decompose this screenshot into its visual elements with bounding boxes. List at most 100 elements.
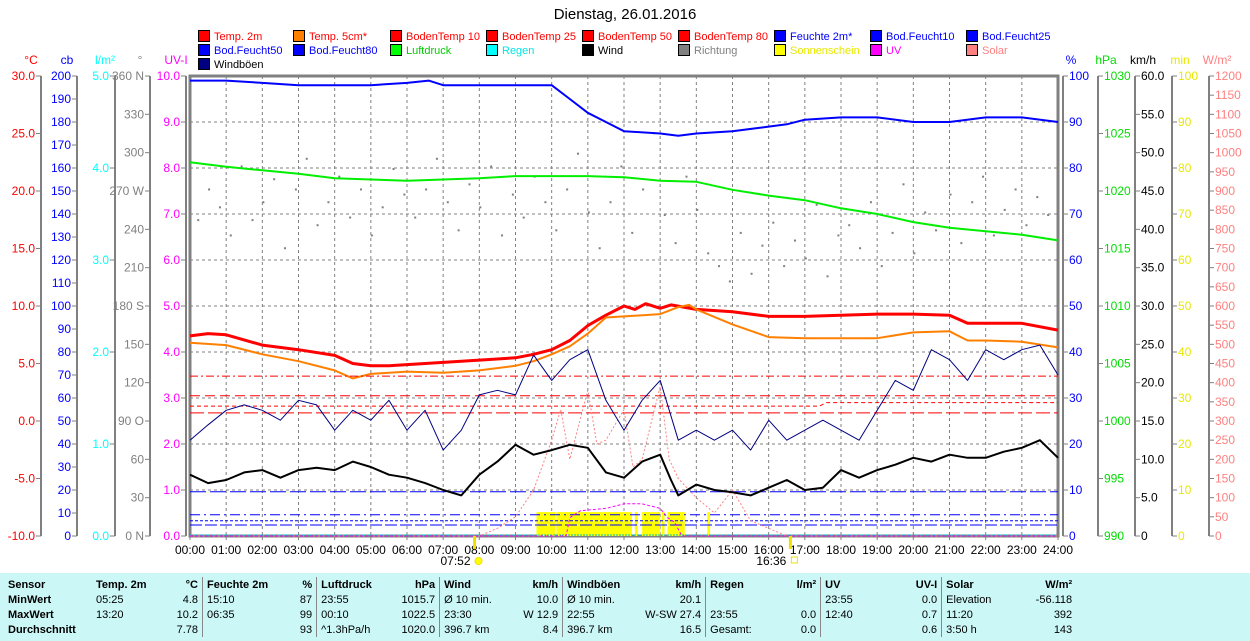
cb-tick-label: 100 (51, 299, 71, 313)
dir-tick-label: 270 W (109, 184, 144, 198)
stats-cell: 1020.0 (401, 623, 436, 636)
direction-point (902, 183, 905, 186)
temp-tick-label: 20.0 (12, 184, 36, 198)
direction-point (609, 201, 612, 204)
legend-swatch (774, 44, 786, 56)
legend-label: Temp. 2m (214, 31, 263, 43)
wind-tick-label: 45.0 (1141, 184, 1165, 198)
hum-tick-label: 0 (1069, 529, 1076, 543)
legend-label: Regen (502, 45, 535, 57)
direction-point (642, 188, 645, 191)
series-temp-2m (189, 302, 1059, 368)
legend-label: Luftdruck (406, 45, 452, 57)
series-solar (190, 386, 1058, 537)
uv-tick-label: 10.0 (157, 69, 181, 83)
legend-swatch (774, 30, 786, 42)
hum-tick-label: 90 (1069, 115, 1083, 129)
solar-tick-label: 1200 (1215, 69, 1242, 83)
solar-tick-label: 700 (1215, 261, 1235, 275)
sunshine-bar (634, 512, 638, 536)
dir-tick-label: 120 (124, 376, 144, 390)
sunshine-bar (536, 512, 556, 536)
solar-tick-label: 800 (1215, 222, 1235, 236)
x-tick-label: 22:00 (971, 543, 1001, 557)
solar-tick-label: 600 (1215, 299, 1235, 313)
direction-point (479, 206, 482, 209)
legend-item: Luftdruck (390, 44, 451, 57)
dir-axis-unit: ° (138, 53, 143, 67)
legend-label: BodenTemp 50 (598, 31, 672, 43)
sun-icon (474, 557, 483, 565)
hum-tick-label: 30 (1069, 391, 1083, 405)
uv-tick-label: 8.0 (163, 161, 180, 175)
stats-cell: 05:25 (96, 593, 124, 606)
stats-cell: Windböen (562, 577, 642, 592)
sun-tick-label: 60 (1178, 253, 1192, 267)
x-tick-label: 18:00 (826, 543, 856, 557)
uv-tick-label: 1.0 (163, 483, 180, 497)
legend-label: Solar (982, 45, 1008, 57)
dir-tick-label: 240 (124, 222, 144, 236)
direction-point (305, 157, 308, 160)
cb-tick-label: 90 (58, 322, 72, 336)
x-tick-label: 06:00 (392, 543, 422, 557)
temp-tick-label: 25.0 (12, 127, 36, 141)
stats-cell: 15:10 (202, 592, 273, 607)
sun-axis-unit: min (1170, 53, 1189, 67)
stats-cell: Luftdruck (316, 577, 388, 592)
cb-tick-label: 130 (51, 230, 71, 244)
sunrise-time: 07:52 (440, 554, 470, 568)
legend-label: UV (886, 45, 902, 57)
temp-tick-label: 5.0 (18, 357, 35, 371)
press-tick-label: 1005 (1104, 357, 1131, 371)
stats-cell: Ø 10 min. (439, 592, 515, 607)
legend-swatch (390, 30, 402, 42)
sunshine-bar (642, 512, 661, 536)
wind-tick-label: 20.0 (1141, 376, 1165, 390)
stats-cell: 23:55 (820, 592, 898, 607)
stats-cell: hPa (414, 578, 436, 591)
weather-chart: °C -10.0 -5.0 0.0 5.0 10.0 15.0 20.0 25.0 30.0 cb 0… (8, 53, 1242, 568)
stats-cell: 1015.7 (401, 593, 436, 606)
direction-point (457, 229, 460, 232)
legend-label: Windböen (214, 59, 264, 71)
x-tick-label: 14:00 (681, 543, 711, 557)
hum-axis-unit: % (1066, 53, 1077, 67)
legend-item: Windböen (198, 58, 264, 71)
stats-cell: W/m² (1045, 578, 1073, 591)
direction-point (663, 214, 666, 216)
stats-cell: 0.0 (800, 608, 817, 621)
cb-tick-label: 120 (51, 253, 71, 267)
x-tick-label: 00:00 (175, 543, 205, 557)
stats-cell: 12:40 (820, 607, 898, 622)
stats-cell: 0.0 (921, 593, 938, 606)
dir-tick-label: 90 O (118, 414, 144, 428)
stats-cell: UV-I (915, 578, 938, 591)
x-tick-label: 10:00 (537, 543, 567, 557)
legend-label: BodenTemp 80 (694, 31, 768, 43)
cb-tick-label: 80 (58, 345, 72, 359)
stats-cell: ^1.3hPa/h (316, 622, 388, 637)
solar-tick-label: 500 (1215, 337, 1235, 351)
direction-point (935, 229, 938, 232)
uv-tick-label: 0.0 (163, 529, 180, 543)
legend-item: BodenTemp 80 (678, 30, 768, 43)
stats-cell: 10.0 (536, 593, 559, 606)
direction-point (349, 216, 352, 219)
uv-tick-label: 4.0 (163, 345, 180, 359)
uv-tick-label: 5.0 (163, 299, 180, 313)
legend-item: BodenTemp 10 (390, 30, 480, 43)
x-tick-label: 07:00 (428, 543, 458, 557)
stats-cell: Sensor (8, 578, 46, 591)
rain-tick-label: 4.0 (92, 161, 109, 175)
stats-cell: Gesamt: (705, 622, 773, 637)
x-tick-label: 12:00 (609, 543, 639, 557)
direction-point (338, 175, 341, 178)
stats-cell: 11:20 (941, 607, 1013, 622)
stats-row: MaxWert 13:20 10.2 06:35 99 00:10 1022.5 23:30 W… (4, 607, 1076, 622)
stats-cell: W 12.9 (523, 608, 559, 621)
stats-cell: MinWert (8, 593, 52, 606)
rain-tick-label: 5.0 (92, 69, 109, 83)
legend-swatch (293, 44, 305, 56)
stats-row: Durchschnitt 7.78 93 ^1.3hPa/h 1020.0 396.7 k… (4, 622, 1076, 637)
